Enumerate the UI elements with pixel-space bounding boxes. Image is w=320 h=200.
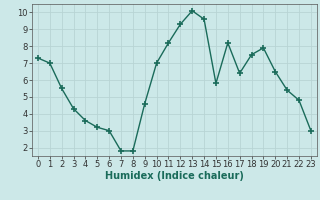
X-axis label: Humidex (Indice chaleur): Humidex (Indice chaleur) [105, 171, 244, 181]
